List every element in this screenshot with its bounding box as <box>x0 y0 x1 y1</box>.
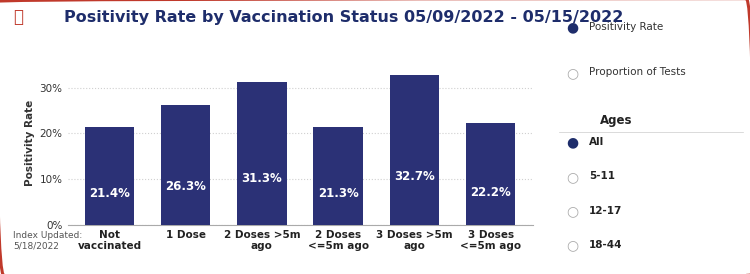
Bar <box>466 123 515 225</box>
Text: ○: ○ <box>566 170 578 184</box>
Text: ○: ○ <box>566 273 578 274</box>
Text: All: All <box>589 137 604 147</box>
Text: 18-44: 18-44 <box>589 240 622 250</box>
Text: 22.2%: 22.2% <box>470 186 511 199</box>
Text: 5-11: 5-11 <box>589 171 615 181</box>
Bar <box>237 82 286 225</box>
Text: Index Updated:
5/18/2022: Index Updated: 5/18/2022 <box>13 231 82 251</box>
Text: 21.4%: 21.4% <box>89 187 130 200</box>
Text: 31.3%: 31.3% <box>242 172 282 185</box>
Text: 12-17: 12-17 <box>589 206 622 215</box>
Bar <box>161 105 211 225</box>
Text: ●: ● <box>566 136 578 150</box>
Text: Ages: Ages <box>600 115 632 127</box>
Text: 26.3%: 26.3% <box>165 180 206 193</box>
Y-axis label: Positivity Rate: Positivity Rate <box>26 99 35 185</box>
Bar <box>85 127 134 225</box>
Text: Positivity Rate by Vaccination Status 05/09/2022 - 05/15/2022: Positivity Rate by Vaccination Status 05… <box>64 10 623 25</box>
Text: ●: ● <box>566 21 578 35</box>
Text: ⓘ: ⓘ <box>13 8 23 26</box>
Text: ○: ○ <box>566 238 578 252</box>
Text: 21.3%: 21.3% <box>318 187 358 200</box>
Text: ○: ○ <box>566 204 578 218</box>
Bar <box>314 127 363 225</box>
Text: ○: ○ <box>566 66 578 80</box>
Text: 32.7%: 32.7% <box>394 170 435 183</box>
Text: Proportion of Tests: Proportion of Tests <box>589 67 686 77</box>
Text: Positivity Rate: Positivity Rate <box>589 22 663 32</box>
Bar <box>389 75 439 225</box>
